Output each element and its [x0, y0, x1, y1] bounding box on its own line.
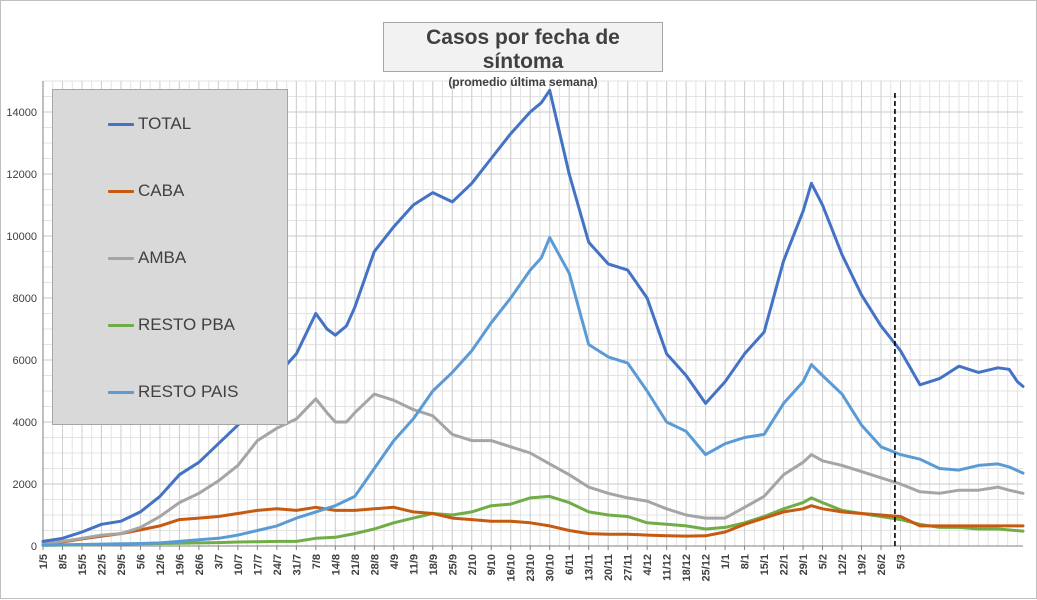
- legend-swatch-resto-pais: [108, 390, 134, 394]
- x-tick-label: 18/9: [428, 554, 440, 575]
- x-tick-label: 20/11: [603, 554, 615, 581]
- y-tick-label: 10000: [6, 231, 37, 243]
- legend-item-total: TOTAL: [108, 114, 191, 134]
- x-tick-label: 7/8: [311, 554, 323, 569]
- chart-subtitle: (promedio última semana): [448, 75, 598, 89]
- x-tick-label: 25/12: [701, 554, 713, 582]
- legend-label-caba: CABA: [138, 181, 185, 200]
- x-tick-label: 9/10: [486, 554, 498, 575]
- x-tick-label: 1/5: [38, 554, 50, 569]
- y-tick-label: 2000: [13, 479, 37, 491]
- x-tick-label: 26/6: [194, 554, 206, 575]
- x-tick-label: 14/8: [330, 554, 342, 575]
- y-tick-label: 4000: [13, 417, 37, 429]
- x-tick-label: 1/1: [720, 554, 732, 569]
- x-tick-label: 12/6: [155, 554, 167, 575]
- x-tick-label: 4/9: [389, 554, 401, 569]
- x-tick-label: 21/8: [350, 554, 362, 575]
- x-tick-label: 25/9: [447, 554, 459, 575]
- x-tick-label: 6/11: [564, 554, 576, 575]
- x-tick-label: 10/7: [233, 554, 245, 575]
- series-line-resto-pais: [41, 236, 1025, 547]
- x-tick-label: 19/6: [174, 554, 186, 575]
- x-tick-label: 13/11: [584, 554, 596, 581]
- x-tick-label: 18/12: [681, 554, 693, 582]
- legend-label-resto-pais: RESTO PAIS: [138, 382, 239, 401]
- x-tick-label: 2/10: [467, 554, 479, 575]
- x-tick-label: 11/12: [662, 554, 674, 581]
- y-tick-label: 12000: [6, 169, 37, 181]
- legend-label-amba: AMBA: [138, 248, 187, 267]
- legend: TOTAL CABA AMBA RESTO PBA RESTO PAIS: [52, 89, 288, 425]
- series-line-amba: [41, 392, 1025, 545]
- legend-item-resto-pba: RESTO PBA: [108, 315, 235, 335]
- x-tick-label: 30/10: [545, 554, 557, 582]
- y-tick-label: 6000: [13, 355, 37, 367]
- legend-swatch-resto-pba: [108, 323, 134, 327]
- chart-title: Casos por fecha de síntoma: [426, 26, 620, 73]
- x-tick-label: 29/5: [116, 554, 128, 575]
- x-tick-label: 12/2: [837, 554, 849, 575]
- legend-swatch-caba: [108, 189, 134, 193]
- y-tick-label: 8000: [13, 293, 37, 305]
- series-line-total: [41, 88, 1025, 543]
- y-tick-label: 14000: [6, 107, 37, 119]
- x-tick-label: 28/8: [369, 554, 381, 575]
- x-tick-label: 4/12: [642, 554, 654, 575]
- x-tick-label: 8/5: [57, 554, 69, 569]
- series-line-caba: [41, 504, 1025, 545]
- x-tick-label: 5/2: [818, 554, 830, 569]
- x-tick-label: 3/7: [213, 554, 225, 569]
- x-tick-label: 15/1: [759, 554, 771, 575]
- legend-swatch-amba: [108, 256, 134, 260]
- x-tick-label: 26/2: [876, 554, 888, 575]
- x-tick-label: 5/6: [135, 554, 147, 569]
- x-tick-label: 27/11: [623, 554, 635, 581]
- x-tick-label: 11/9: [408, 554, 420, 575]
- x-tick-label: 15/5: [77, 554, 89, 575]
- legend-item-resto-pais: RESTO PAIS: [108, 382, 238, 402]
- legend-swatch-total: [108, 122, 134, 126]
- x-tick-label: 23/10: [525, 554, 537, 582]
- x-tick-label: 24/7: [272, 554, 284, 575]
- x-tick-label: 17/7: [252, 554, 264, 575]
- x-tick-label: 16/10: [506, 554, 518, 582]
- x-tick-label: 31/7: [291, 554, 303, 575]
- x-tick-label: 29/1: [798, 554, 810, 575]
- chart-title-box: Casos por fecha de síntoma (promedio últ…: [383, 22, 663, 89]
- y-tick-label: 0: [31, 541, 37, 553]
- legend-label-total: TOTAL: [138, 114, 192, 133]
- x-tick-label: 22/1: [779, 554, 791, 575]
- x-tick-label: 5/3: [896, 554, 908, 569]
- x-tick-label: 22/5: [96, 554, 108, 575]
- x-tick-label: 8/1: [740, 554, 752, 569]
- legend-item-caba: CABA: [108, 181, 184, 201]
- legend-item-amba: AMBA: [108, 248, 186, 268]
- legend-label-resto-pba: RESTO PBA: [138, 315, 235, 334]
- x-tick-label: 19/2: [857, 554, 869, 575]
